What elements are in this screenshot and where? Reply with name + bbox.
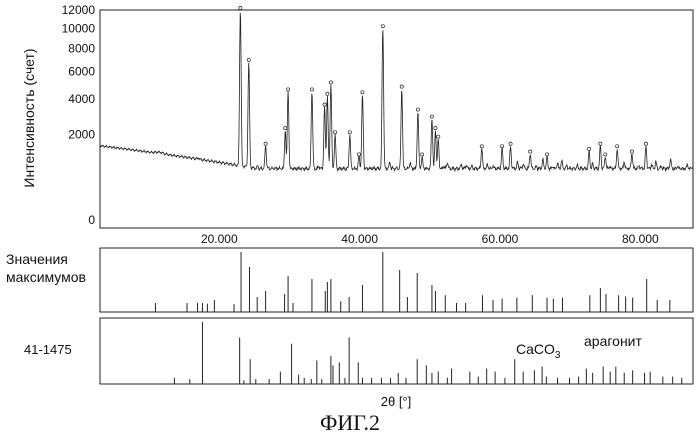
reference-card-label: 41-1475 bbox=[24, 342, 72, 357]
peak-marker bbox=[329, 81, 332, 84]
y-tick-label: 10000 bbox=[62, 21, 96, 35]
x-tick-label: 20.000 bbox=[201, 232, 238, 246]
peak-marker bbox=[416, 108, 419, 111]
reference-annotation-formula: CaCO3 bbox=[516, 341, 561, 361]
y-tick-labels: 0 2000 4000 6000 8000 10000 12000 bbox=[62, 3, 96, 227]
peak-marker bbox=[348, 131, 351, 134]
peak-marker bbox=[430, 115, 433, 118]
peak-marker bbox=[545, 153, 548, 156]
peak-marker bbox=[501, 145, 504, 148]
figure-caption: ФИГ.2 bbox=[0, 410, 700, 436]
diffractogram-line bbox=[100, 13, 693, 171]
x-axis-label: 2θ [°] bbox=[381, 394, 412, 409]
y-tick-label: 0 bbox=[88, 213, 95, 227]
peak-marker bbox=[286, 88, 289, 91]
y-tick-label: 4000 bbox=[68, 92, 95, 106]
peak-marker bbox=[599, 142, 602, 145]
peak-marker bbox=[644, 142, 647, 145]
peak-marker bbox=[326, 92, 329, 95]
peak-marker bbox=[400, 85, 403, 88]
peak-marker bbox=[284, 126, 287, 129]
y-tick-label: 8000 bbox=[68, 42, 95, 56]
reference-bars bbox=[174, 322, 681, 384]
peak-values-label-line1: Значения bbox=[6, 251, 68, 267]
peak-marker bbox=[357, 153, 360, 156]
peak-marker bbox=[630, 150, 633, 153]
peak-marker bbox=[323, 103, 326, 106]
x-tick-label: 40.000 bbox=[341, 232, 378, 246]
reference-annotation-phase: арагонит bbox=[584, 333, 642, 349]
x-tick-label: 60.000 bbox=[482, 232, 519, 246]
peak-values-label-line2: максимумов bbox=[6, 269, 86, 285]
peak-marker bbox=[421, 153, 424, 156]
peak-marker bbox=[264, 142, 267, 145]
diffractogram-frame bbox=[100, 10, 693, 228]
peak-marker bbox=[247, 58, 250, 61]
peak-marker bbox=[604, 153, 607, 156]
peak-values-bars bbox=[155, 252, 669, 312]
peak-marker bbox=[361, 91, 364, 94]
x-tick-labels: 20.000 40.000 60.000 80.000 bbox=[201, 232, 659, 246]
peak-values-frame bbox=[100, 248, 693, 312]
peak-marker bbox=[239, 6, 242, 9]
peak-marker bbox=[310, 88, 313, 91]
peak-marker bbox=[480, 145, 483, 148]
peak-marker bbox=[588, 147, 591, 150]
peak-marker bbox=[381, 25, 384, 28]
peak-marker bbox=[437, 135, 440, 138]
y-tick-label: 12000 bbox=[62, 3, 96, 17]
y-tick-label: 2000 bbox=[68, 127, 95, 141]
peak-marker bbox=[509, 142, 512, 145]
y-axis-label: Интенсивность (счет) bbox=[21, 48, 37, 187]
peak-marker bbox=[616, 145, 619, 148]
reference-frame bbox=[100, 318, 693, 384]
x-tick-label: 80.000 bbox=[622, 232, 659, 246]
peak-marker bbox=[529, 150, 532, 153]
peak-marker bbox=[434, 126, 437, 129]
peak-marker bbox=[333, 131, 336, 134]
peak-markers bbox=[239, 6, 648, 156]
y-tick-label: 6000 bbox=[68, 65, 95, 79]
